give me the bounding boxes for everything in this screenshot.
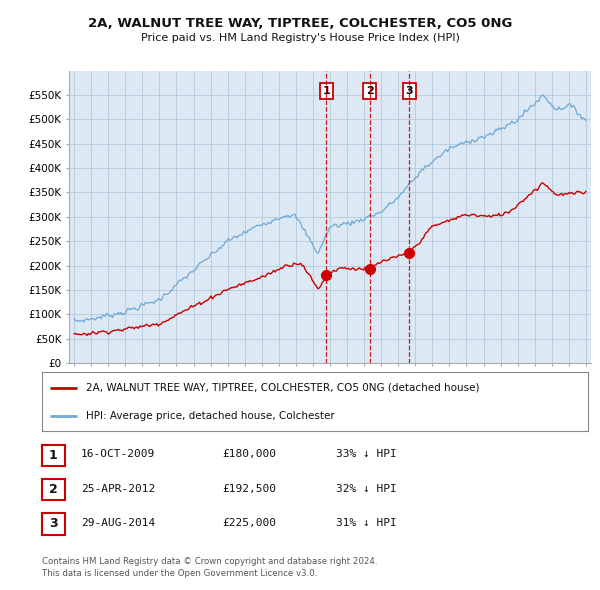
Text: 33% ↓ HPI: 33% ↓ HPI bbox=[336, 450, 397, 459]
Text: 16-OCT-2009: 16-OCT-2009 bbox=[81, 450, 155, 459]
Text: This data is licensed under the Open Government Licence v3.0.: This data is licensed under the Open Gov… bbox=[42, 569, 317, 578]
Text: 25-APR-2012: 25-APR-2012 bbox=[81, 484, 155, 493]
Text: Contains HM Land Registry data © Crown copyright and database right 2024.: Contains HM Land Registry data © Crown c… bbox=[42, 557, 377, 566]
Text: 3: 3 bbox=[406, 86, 413, 96]
Text: 29-AUG-2014: 29-AUG-2014 bbox=[81, 518, 155, 527]
Text: 1: 1 bbox=[49, 449, 58, 462]
Text: 1: 1 bbox=[323, 86, 330, 96]
Text: £225,000: £225,000 bbox=[222, 518, 276, 527]
Text: 2A, WALNUT TREE WAY, TIPTREE, COLCHESTER, CO5 0NG: 2A, WALNUT TREE WAY, TIPTREE, COLCHESTER… bbox=[88, 17, 512, 30]
Text: 2: 2 bbox=[49, 483, 58, 496]
Text: 2: 2 bbox=[366, 86, 373, 96]
Text: 31% ↓ HPI: 31% ↓ HPI bbox=[336, 518, 397, 527]
Text: £192,500: £192,500 bbox=[222, 484, 276, 493]
Text: £180,000: £180,000 bbox=[222, 450, 276, 459]
Text: 2A, WALNUT TREE WAY, TIPTREE, COLCHESTER, CO5 0NG (detached house): 2A, WALNUT TREE WAY, TIPTREE, COLCHESTER… bbox=[86, 383, 479, 392]
Text: 3: 3 bbox=[49, 517, 58, 530]
Text: HPI: Average price, detached house, Colchester: HPI: Average price, detached house, Colc… bbox=[86, 411, 334, 421]
Text: 32% ↓ HPI: 32% ↓ HPI bbox=[336, 484, 397, 493]
Text: Price paid vs. HM Land Registry's House Price Index (HPI): Price paid vs. HM Land Registry's House … bbox=[140, 33, 460, 42]
